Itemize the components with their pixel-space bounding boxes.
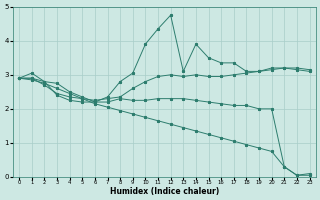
X-axis label: Humidex (Indice chaleur): Humidex (Indice chaleur) xyxy=(110,187,219,196)
